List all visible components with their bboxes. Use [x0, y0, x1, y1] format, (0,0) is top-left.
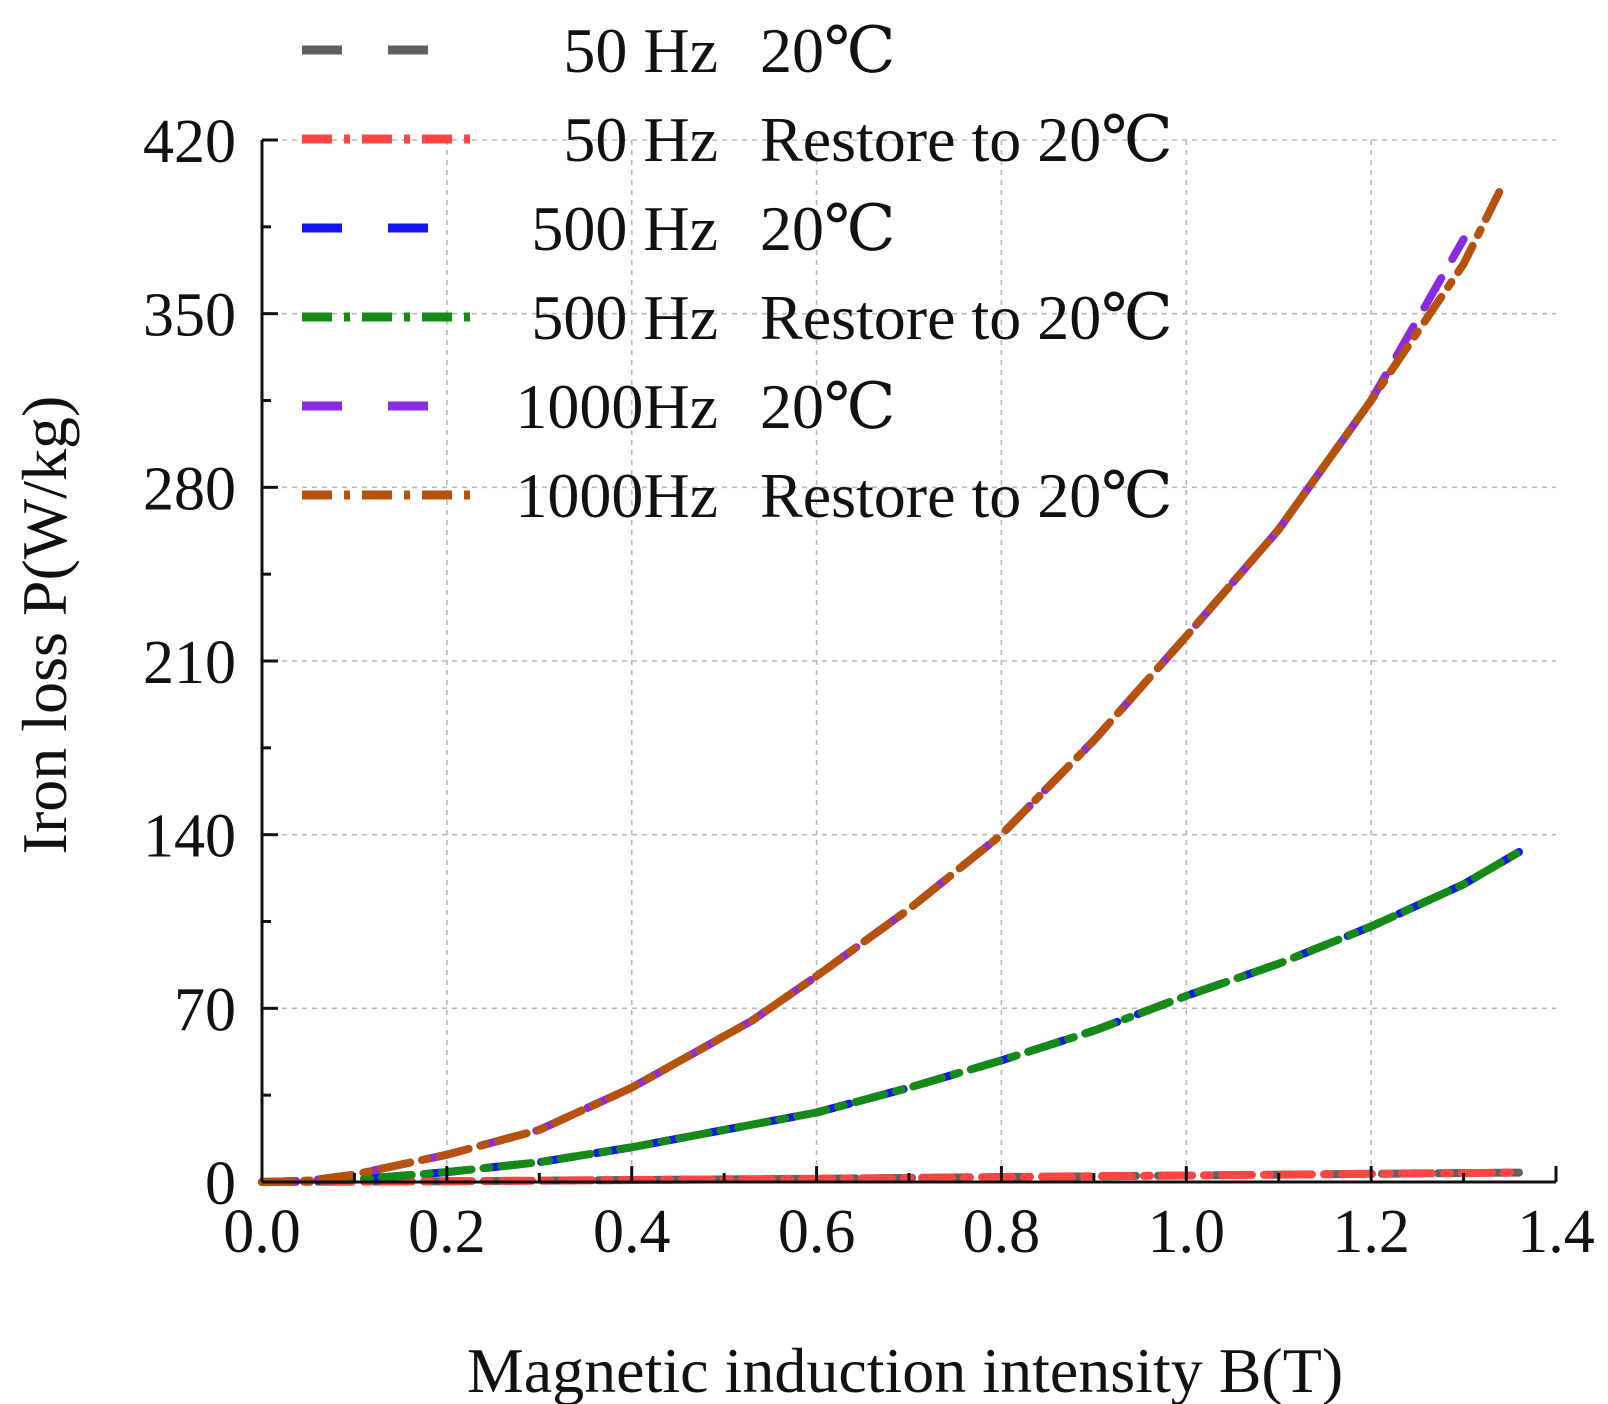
series-line-5 [258, 185, 1505, 1186]
grid-layer [262, 139, 1556, 1182]
x-tick-label: 1.4 [1517, 1198, 1595, 1266]
x-tick-label: 0.0 [223, 1198, 301, 1266]
y-tick-label: 350 [143, 282, 236, 350]
legend-freq-label: 1000Hz [515, 371, 718, 442]
x-tick-label: 0.8 [963, 1198, 1041, 1266]
y-tick-label: 140 [143, 803, 236, 871]
legend-condition-label: 20℃ [760, 15, 896, 86]
x-tick-label: 1.0 [1148, 1198, 1226, 1266]
legend-freq-label: 500 Hz [531, 282, 718, 353]
legend-condition-label: Restore to 20℃ [760, 282, 1173, 353]
legend-item: 500 Hz Restore to 20℃ [302, 282, 1173, 353]
series-line-3 [258, 848, 1523, 1186]
legend-condition-label: Restore to 20℃ [760, 460, 1173, 531]
legend-item: 50 Hz 20℃ [302, 15, 896, 86]
axis-layer: 0.0 0.2 0.4 0.6 0.8 1.0 1.2 1.4 0 70 140 210 280 350 4… [143, 108, 1595, 1266]
y-tick-label: 210 [143, 629, 236, 697]
legend-freq-label: 50 Hz [563, 15, 718, 86]
legend-freq-label: 50 Hz [563, 104, 718, 175]
legend-condition-label: Restore to 20℃ [760, 104, 1173, 175]
y-tick-label: 0 [205, 1150, 236, 1218]
x-tick-label: 0.4 [593, 1198, 671, 1266]
legend-freq-label: 1000Hz [515, 460, 718, 531]
legend-freq-label: 500 Hz [531, 193, 718, 264]
legend-item: 1000Hz 20℃ [302, 371, 896, 442]
x-axis-title: Magnetic induction intensity B(T) [467, 1335, 1343, 1404]
legend-item: 500 Hz 20℃ [302, 193, 896, 264]
x-tick-label: 0.2 [408, 1198, 486, 1266]
x-tick-label: 0.6 [778, 1198, 856, 1266]
legend-condition-label: 20℃ [760, 193, 896, 264]
y-tick-label: 70 [174, 976, 236, 1044]
legend-item: 50 Hz Restore to 20℃ [302, 104, 1173, 175]
series-line-2 [258, 848, 1523, 1186]
x-tick-label: 1.2 [1332, 1198, 1410, 1266]
y-axis-title: Iron loss P(W/kg) [9, 396, 80, 855]
y-tick-label: 420 [143, 108, 236, 176]
legend-condition-label: 20℃ [760, 371, 896, 442]
legend-item: 1000Hz Restore to 20℃ [302, 460, 1173, 531]
y-tick-label: 280 [143, 455, 236, 523]
